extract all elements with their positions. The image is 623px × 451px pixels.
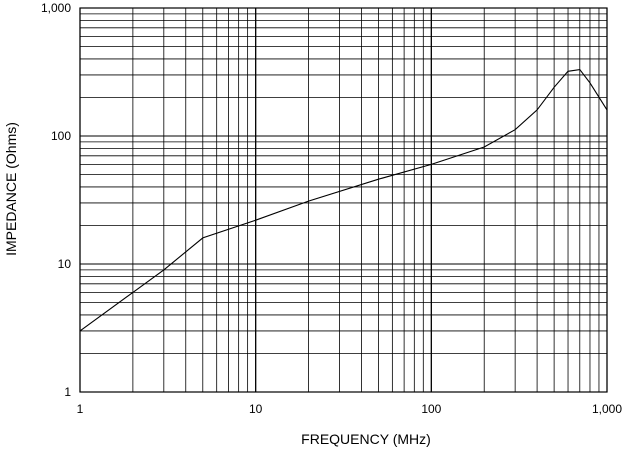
y-tick-labels: 1 10 100 1,000 [41,1,71,399]
x-tick-label: 100 [421,402,441,416]
x-tick-label: 10 [249,402,263,416]
impedance-curve [79,69,608,332]
y-tick-label: 100 [51,129,71,143]
y-tick-label: 1,000 [41,1,71,15]
x-tick-label: 1,000 [592,402,622,416]
grid [79,7,608,393]
x-axis-title: FREQUENCY (MHz) [301,431,431,447]
y-tick-label: 1 [64,385,71,399]
plot-frame [79,7,608,393]
x-tick-label: 1 [77,402,84,416]
y-axis-title: IMPEDANCE (Ohms) [3,122,19,256]
x-tick-labels: 1 10 100 1,000 [77,402,623,416]
y-tick-label: 10 [58,257,72,271]
series-layer [79,69,608,332]
